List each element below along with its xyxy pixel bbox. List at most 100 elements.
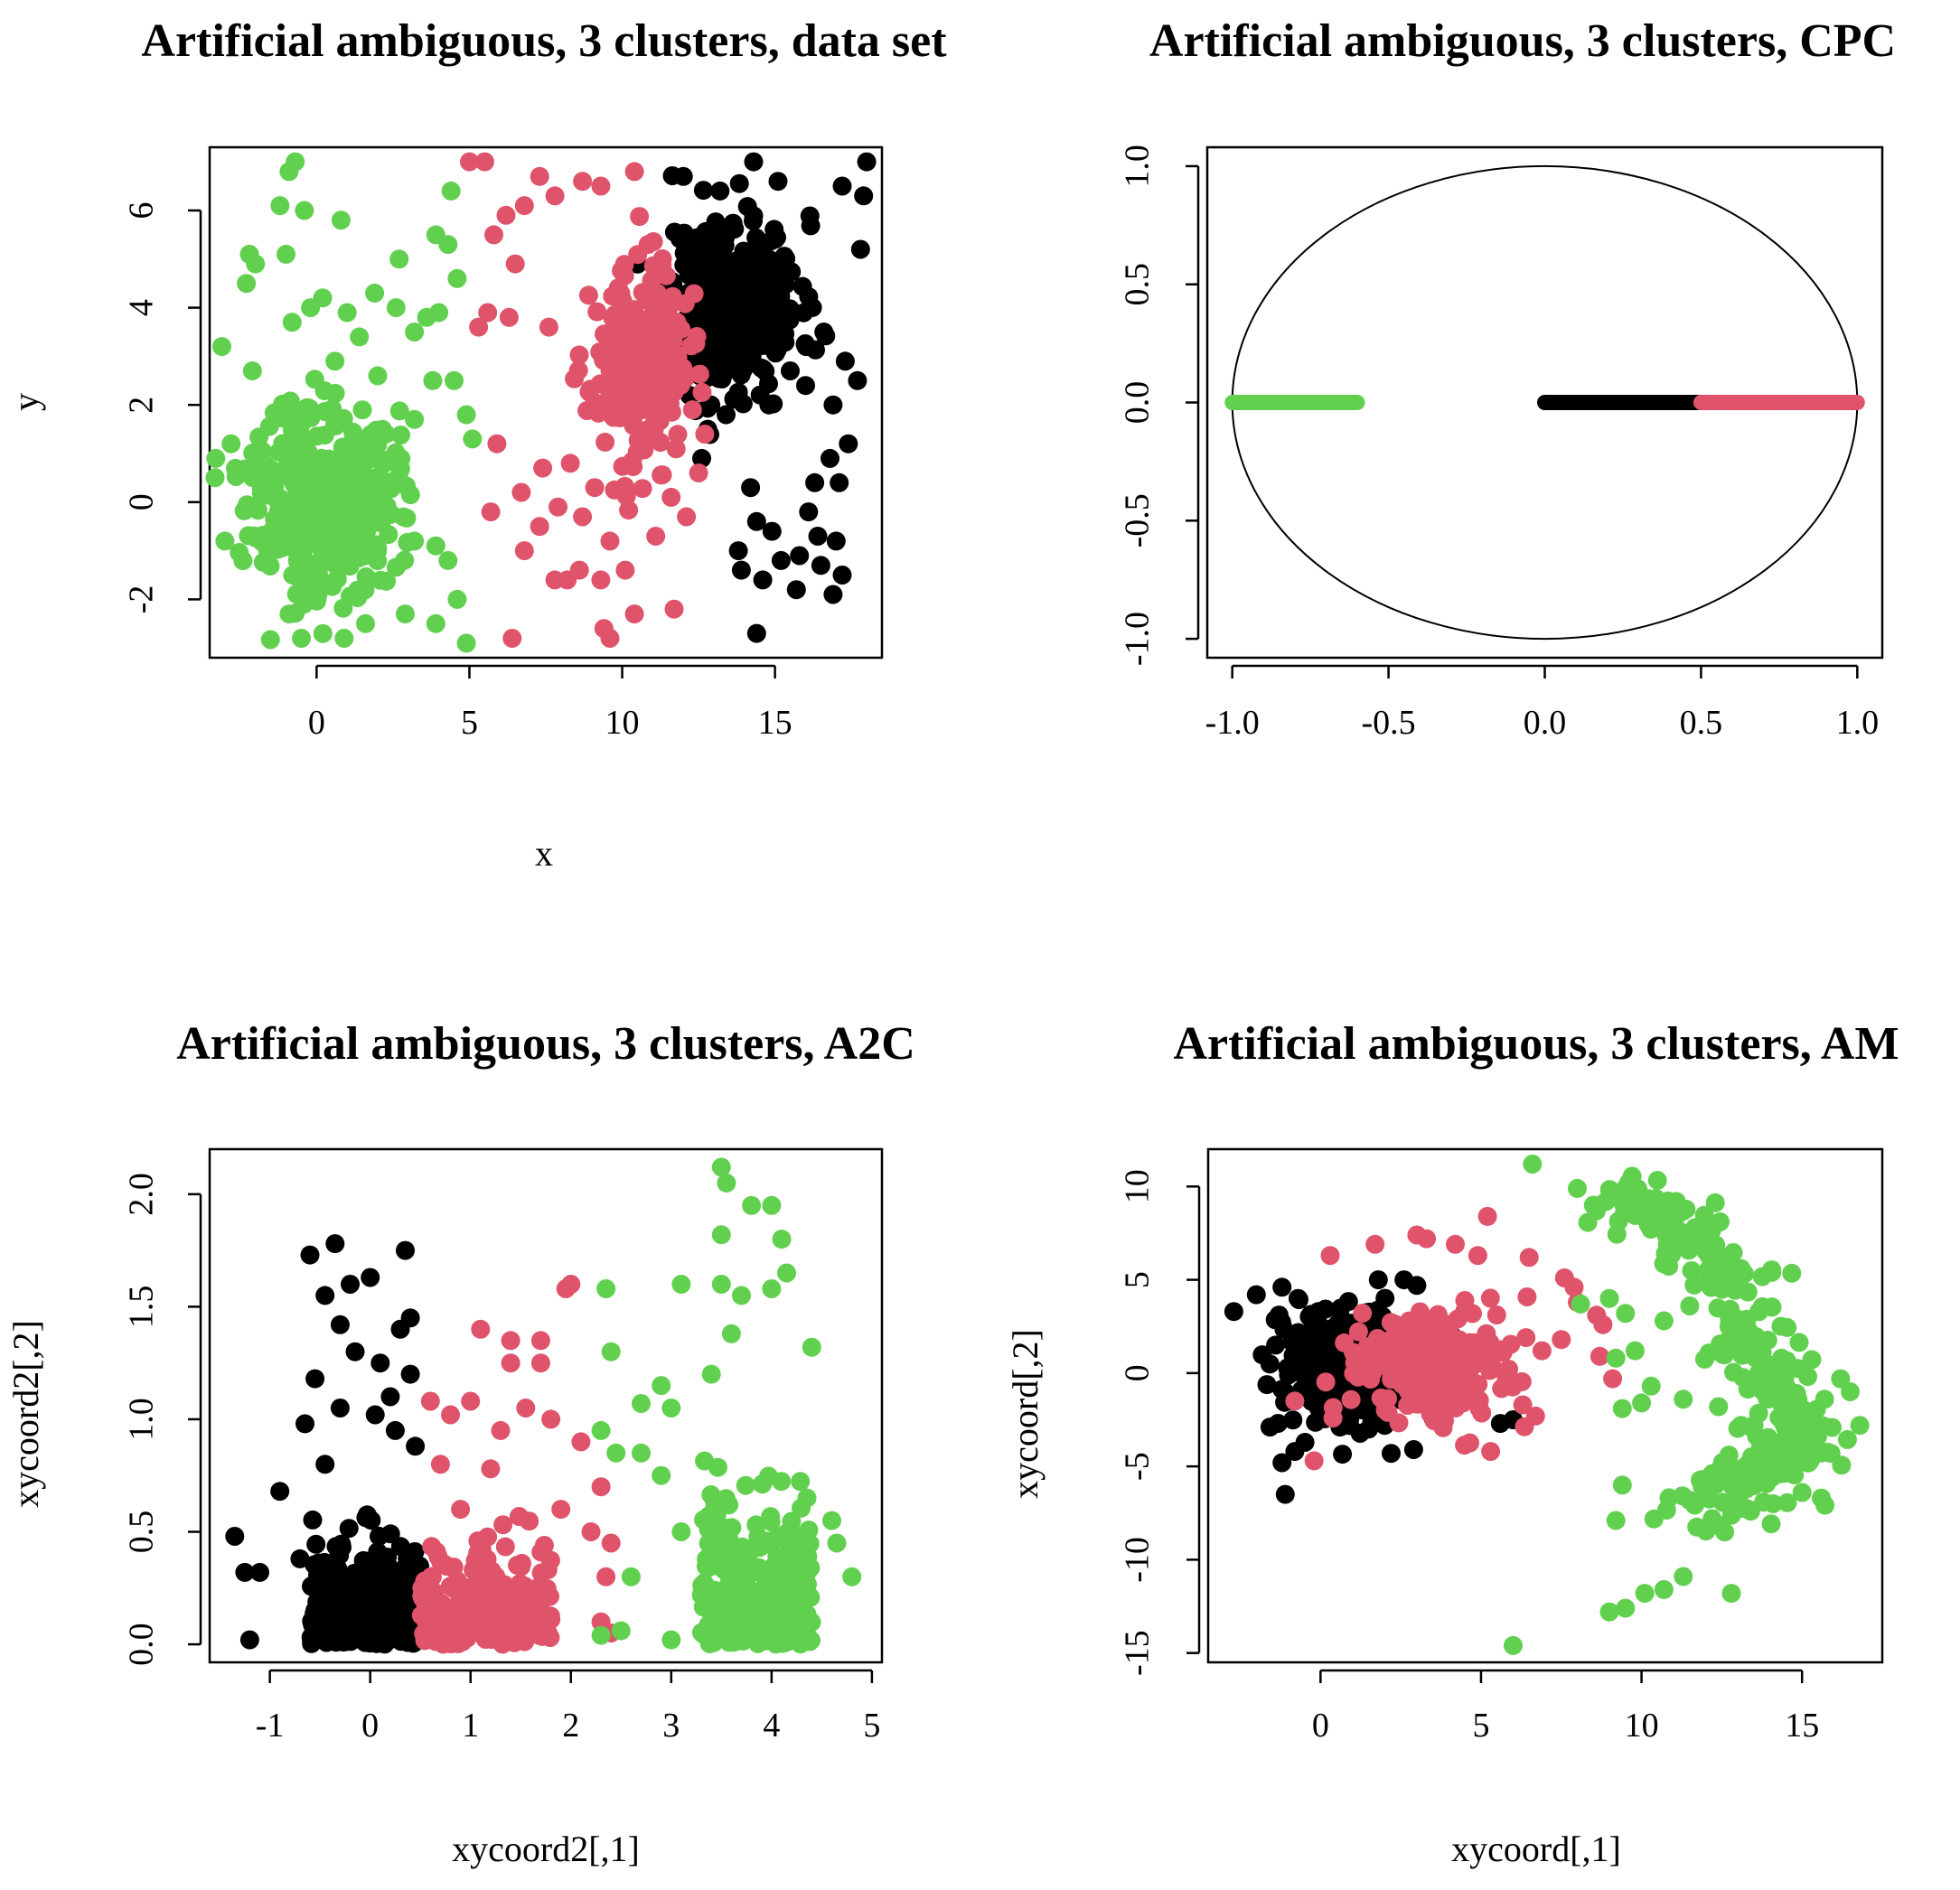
data-point <box>702 343 722 362</box>
data-point <box>1802 1350 1822 1370</box>
data-point <box>1257 1375 1277 1395</box>
data-point <box>307 1621 327 1641</box>
data-point <box>1682 1261 1702 1280</box>
data-point <box>667 313 687 332</box>
data-point <box>326 1633 346 1652</box>
series-cluster-2 <box>1285 1206 1623 1471</box>
data-point <box>280 391 300 411</box>
data-point <box>326 530 346 550</box>
data-point <box>386 557 406 577</box>
data-point <box>1789 1333 1809 1352</box>
data-point <box>481 502 501 522</box>
data-point <box>514 541 534 561</box>
x-tick-label: 1.0 <box>1836 704 1880 742</box>
data-point <box>300 510 320 529</box>
data-point <box>762 521 782 541</box>
data-point <box>530 1331 550 1351</box>
data-point <box>1744 1476 1764 1495</box>
data-point <box>791 1472 811 1492</box>
x-tick-label: 3 <box>662 1707 680 1745</box>
data-point <box>1711 1334 1730 1354</box>
data-point <box>746 329 765 348</box>
data-point <box>414 1623 434 1643</box>
data-point <box>684 284 704 304</box>
data-point <box>282 420 302 440</box>
data-point <box>677 507 697 527</box>
data-point <box>1721 1584 1741 1604</box>
data-point <box>348 588 368 607</box>
data-point <box>719 1495 739 1515</box>
data-point <box>1693 1470 1712 1490</box>
data-point <box>441 181 461 201</box>
data-point <box>606 1443 626 1463</box>
data-point <box>346 507 366 527</box>
data-point <box>1758 1389 1777 1408</box>
data-point <box>652 1376 671 1396</box>
data-point <box>1433 1418 1453 1437</box>
data-point <box>447 268 467 288</box>
data-point <box>1749 1403 1768 1423</box>
data-point <box>361 1511 381 1530</box>
data-point <box>595 324 614 344</box>
data-point <box>368 542 388 561</box>
data-point <box>342 538 362 557</box>
data-point <box>826 531 846 551</box>
y-tick-label: 1.5 <box>123 1286 161 1329</box>
data-point <box>591 1625 611 1645</box>
data-point <box>1407 1276 1427 1296</box>
data-point <box>1382 1444 1401 1464</box>
data-point <box>770 325 790 345</box>
data-point <box>1732 1345 1752 1365</box>
data-point <box>1477 1206 1497 1226</box>
data-point <box>251 480 271 500</box>
data-point <box>395 604 415 624</box>
data-point <box>471 1319 491 1339</box>
data-point <box>642 420 661 440</box>
data-point <box>1381 1313 1401 1333</box>
data-point <box>275 507 295 527</box>
data-point <box>1437 1317 1457 1337</box>
data-point <box>260 630 280 650</box>
data-point <box>1632 1393 1652 1413</box>
data-point <box>1571 1294 1590 1314</box>
data-point <box>1673 1486 1693 1506</box>
data-point <box>732 1286 751 1305</box>
data-point <box>814 323 834 342</box>
data-point <box>530 1577 549 1596</box>
y-tick-label: 2.0 <box>123 1173 161 1216</box>
data-point <box>1674 1567 1693 1586</box>
x-tick-label: 15 <box>758 704 792 742</box>
data-point <box>366 1609 386 1629</box>
panel-2-plot-frame <box>1205 145 1884 660</box>
data-point <box>748 1561 768 1581</box>
data-point <box>656 395 675 415</box>
panel-2-points <box>1224 164 1865 641</box>
data-point <box>334 629 354 648</box>
data-point <box>795 1563 815 1583</box>
x-tick-label: 15 <box>1785 1707 1819 1745</box>
data-point <box>671 1275 691 1294</box>
data-point <box>434 1634 453 1654</box>
data-point <box>460 152 479 172</box>
x-tick-label: 10 <box>605 704 640 742</box>
data-point <box>337 303 357 323</box>
data-point <box>368 366 388 386</box>
data-point <box>1481 1442 1501 1462</box>
data-point <box>1260 1354 1280 1374</box>
data-point <box>717 1173 736 1193</box>
data-point <box>695 425 715 444</box>
data-point <box>365 1405 385 1425</box>
data-point <box>614 255 634 275</box>
data-point <box>736 1475 755 1495</box>
data-point <box>510 1574 530 1594</box>
data-point <box>588 403 608 423</box>
data-point <box>495 1537 515 1557</box>
data-point <box>781 1521 801 1541</box>
data-point <box>344 427 364 447</box>
data-point <box>1468 1246 1487 1266</box>
series-cluster-3 <box>591 1157 862 1654</box>
data-point <box>551 1500 571 1520</box>
series-cluster-3 <box>1224 395 1365 410</box>
data-point <box>731 560 751 580</box>
data-point <box>759 395 779 415</box>
